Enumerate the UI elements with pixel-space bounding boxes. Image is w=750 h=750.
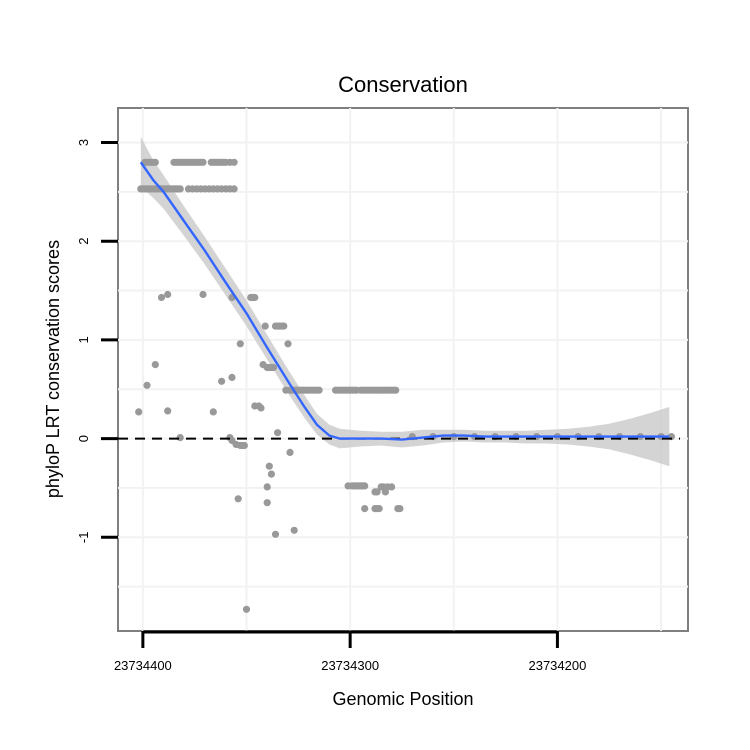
data-point xyxy=(176,185,184,193)
confidence-ribbon xyxy=(140,136,670,467)
x-tick-label: 23734200 xyxy=(528,658,586,673)
data-point xyxy=(284,340,292,348)
data-point xyxy=(151,361,159,369)
data-point xyxy=(209,408,217,416)
data-point xyxy=(157,293,166,302)
data-point xyxy=(234,495,242,503)
data-point xyxy=(267,470,275,478)
data-point xyxy=(361,482,369,490)
y-tick-label: 1 xyxy=(76,336,91,343)
confidence-ribbon-layer xyxy=(140,136,670,467)
data-point xyxy=(151,158,159,166)
y-tick-label: -1 xyxy=(76,532,91,544)
x-tick-label: 23734400 xyxy=(114,658,172,673)
data-points-layer xyxy=(135,158,676,613)
data-point xyxy=(381,488,389,496)
data-point xyxy=(230,185,238,193)
data-point xyxy=(228,373,236,381)
data-point xyxy=(271,530,280,538)
data-point xyxy=(290,526,298,534)
x-axis: 23734400 23734300 23734200 xyxy=(114,630,586,673)
data-point xyxy=(396,505,404,513)
x-axis-label: Genomic Position xyxy=(332,689,473,709)
y-tick-label: 2 xyxy=(76,238,91,245)
data-point xyxy=(315,386,323,394)
smooth-line-layer xyxy=(139,161,670,441)
data-point xyxy=(375,505,383,513)
y-axis-label: phyloP LRT conservation scores xyxy=(43,240,63,498)
data-point xyxy=(199,158,207,166)
data-point xyxy=(230,158,238,166)
data-point xyxy=(251,293,259,302)
data-point xyxy=(218,377,226,385)
data-point xyxy=(199,290,207,299)
data-point xyxy=(164,290,172,299)
data-point xyxy=(388,483,396,491)
data-point xyxy=(361,505,369,513)
data-point xyxy=(240,441,248,450)
data-point xyxy=(269,363,278,372)
plot-panel xyxy=(117,107,689,632)
data-point xyxy=(164,407,172,415)
x-tick-label: 23734300 xyxy=(321,658,379,673)
data-point xyxy=(261,322,269,330)
data-point xyxy=(257,404,265,412)
data-point xyxy=(263,483,271,491)
data-point xyxy=(135,408,143,416)
smooth-fit-line xyxy=(139,161,670,441)
data-point xyxy=(242,605,251,613)
data-point xyxy=(373,488,381,496)
data-point xyxy=(280,322,288,330)
data-point xyxy=(236,340,244,348)
data-point xyxy=(265,462,273,470)
data-point xyxy=(286,448,294,456)
data-point xyxy=(143,381,151,389)
y-tick-label: 3 xyxy=(76,139,91,146)
chart-title: Conservation xyxy=(338,72,468,97)
y-tick-label: 0 xyxy=(76,435,91,442)
y-axis: -1 0 1 2 3 xyxy=(76,139,118,543)
data-point xyxy=(274,429,282,437)
data-point xyxy=(392,386,400,394)
data-point xyxy=(263,499,271,507)
